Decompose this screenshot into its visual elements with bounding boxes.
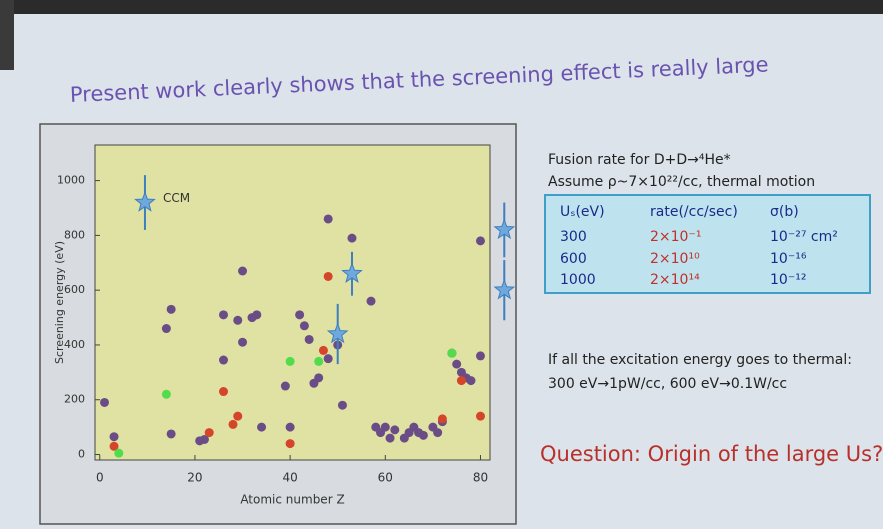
point [476, 236, 485, 245]
point [314, 357, 323, 366]
note: Fusion rate for D+D→⁴He* [548, 152, 731, 168]
point [381, 423, 390, 432]
plot-area [95, 145, 490, 460]
point [114, 449, 123, 458]
table-cell: 2×10¹⁰ [650, 251, 700, 267]
point [447, 349, 456, 358]
point [386, 434, 395, 443]
y-tick-label: 800 [64, 228, 85, 241]
point [324, 272, 333, 281]
point [300, 321, 309, 330]
slide-title: Present work clearly shows that the scre… [69, 53, 769, 107]
point [281, 382, 290, 391]
table-cell: 1000 [560, 272, 596, 288]
point [286, 357, 295, 366]
point [229, 420, 238, 429]
point [205, 428, 214, 437]
point [233, 316, 242, 325]
point [390, 425, 399, 434]
point [162, 324, 171, 333]
point [295, 310, 304, 319]
point [167, 429, 176, 438]
table-cell: 10⁻²⁷ cm² [770, 229, 838, 245]
point [286, 423, 295, 432]
x-tick-label: 60 [378, 471, 393, 485]
point [433, 428, 442, 437]
point [238, 338, 247, 347]
point [476, 412, 485, 421]
point [452, 360, 461, 369]
point [162, 390, 171, 399]
x-tick-label: 40 [282, 471, 297, 485]
y-tick-label: 400 [64, 338, 85, 351]
table-header: Uₛ(eV) [560, 204, 605, 220]
point [167, 305, 176, 314]
point [257, 423, 266, 432]
table-cell: 2×10¹⁴ [650, 272, 700, 288]
table-cell: 2×10⁻¹ [650, 229, 701, 245]
annotation: CCM [163, 191, 190, 205]
question: Question: Origin of the large Us? [540, 442, 883, 466]
point [233, 412, 242, 421]
point [319, 346, 328, 355]
point [476, 351, 485, 360]
slide: Present work clearly shows that the scre… [0, 0, 883, 529]
y-tick-label: 600 [64, 283, 85, 296]
point [457, 376, 466, 385]
point [338, 401, 347, 410]
table-header: σ(b) [770, 204, 799, 220]
x-axis-label: Atomic number Z [240, 493, 344, 507]
table-cell: 10⁻¹² [770, 272, 806, 288]
x-tick-label: 80 [473, 471, 488, 485]
top-band [0, 0, 883, 14]
point [324, 214, 333, 223]
point [219, 387, 228, 396]
point [219, 356, 228, 365]
y-tick-label: 0 [78, 448, 85, 461]
point [100, 398, 109, 407]
point [219, 310, 228, 319]
table-cell: 10⁻¹⁶ [770, 251, 807, 267]
point [466, 376, 475, 385]
point [324, 354, 333, 363]
point [314, 373, 323, 382]
y-axis-label: Screening energy (eV) [53, 241, 66, 364]
point [347, 234, 356, 243]
note: If all the excitation energy goes to the… [548, 352, 852, 368]
point [110, 432, 119, 441]
table-header: rate(/cc/sec) [650, 204, 738, 220]
point [286, 439, 295, 448]
point [252, 310, 261, 319]
x-tick-label: 20 [187, 471, 202, 485]
point [305, 335, 314, 344]
point [419, 431, 428, 440]
point [238, 267, 247, 276]
note: 300 eV→1pW/cc, 600 eV→0.1W/cc [548, 376, 787, 392]
table-cell: 300 [560, 229, 587, 245]
note: Assume ρ~7×10²²/cc, thermal motion [548, 174, 815, 190]
table-cell: 600 [560, 251, 587, 267]
x-tick-label: 0 [96, 471, 104, 485]
y-tick-label: 200 [64, 393, 85, 406]
corner-band [0, 0, 14, 70]
point [367, 297, 376, 306]
y-tick-label: 1000 [57, 174, 85, 187]
point [438, 414, 447, 423]
